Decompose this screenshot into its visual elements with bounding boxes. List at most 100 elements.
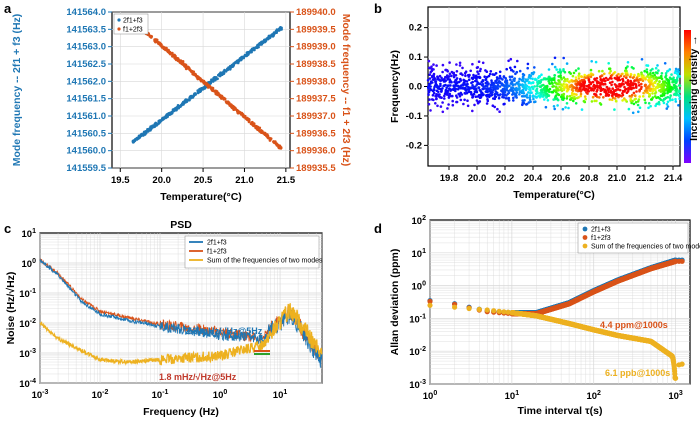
data-point: [528, 87, 532, 91]
data-point: [502, 96, 506, 99]
data-point: [552, 85, 555, 88]
data-point: [666, 91, 669, 95]
data-point: [649, 104, 652, 108]
data-point: [529, 76, 532, 80]
data-point: [161, 45, 165, 49]
data-point: [523, 99, 526, 102]
data-point: [638, 78, 641, 82]
data-point: [668, 68, 672, 71]
data-point: [533, 66, 536, 69]
data-point: [608, 71, 611, 75]
data-point: [447, 103, 450, 106]
data-point: [493, 92, 497, 96]
data-point: [252, 122, 256, 126]
data-point: [481, 61, 485, 65]
data-point: [434, 102, 437, 105]
data-point: [478, 69, 482, 73]
data-point: [275, 143, 279, 147]
data-point: [648, 92, 651, 96]
legend-marker: [117, 18, 121, 22]
data-point: [651, 96, 655, 99]
data-point: [148, 35, 152, 38]
data-point: [516, 59, 519, 63]
data-point: [595, 77, 599, 80]
data-point: [489, 88, 493, 91]
ytick-label-right: 189937.5: [296, 94, 336, 105]
data-point: [545, 84, 549, 88]
data-point: [574, 102, 578, 105]
data-point: [596, 88, 599, 92]
data-point: [439, 105, 443, 108]
xtick-label: 20.0: [152, 175, 171, 186]
data-point: [653, 95, 657, 98]
data-point: [446, 78, 450, 81]
ytick-label: -0.1: [406, 111, 423, 122]
data-point: [638, 106, 642, 109]
data-point: [478, 82, 482, 86]
data-point: [637, 98, 641, 101]
data-point: [557, 75, 560, 78]
data-point: [454, 74, 458, 77]
data-point: [539, 80, 542, 84]
data-point: [147, 128, 150, 132]
data-point: [602, 96, 605, 99]
data-point: [659, 94, 663, 97]
data-point: [643, 98, 647, 102]
data-point: [528, 98, 532, 102]
data-point: [566, 84, 569, 88]
data-point: [473, 103, 476, 107]
data-point: [439, 82, 442, 86]
data-point: [654, 66, 658, 70]
data-point: [663, 62, 667, 65]
data-point: [617, 85, 620, 88]
data-point: [544, 105, 548, 109]
data-point: [172, 54, 176, 57]
data-point: [542, 95, 545, 98]
data-point: [601, 69, 604, 73]
data-point: [678, 97, 681, 101]
data-point: [245, 53, 249, 57]
data-point: [493, 105, 497, 109]
data-point: [556, 104, 559, 107]
data-point: [651, 87, 655, 91]
data-point: [454, 89, 457, 93]
data-point: [674, 67, 678, 71]
x-axis-title-b: Temperature(°C): [513, 189, 595, 201]
data-point: [202, 80, 206, 84]
data-point: [448, 61, 451, 64]
data-point: [465, 91, 469, 95]
data-point: [428, 73, 432, 76]
data-point: [513, 77, 516, 80]
data-point: [427, 302, 433, 308]
data-point: [494, 95, 498, 98]
data-point: [630, 93, 634, 97]
data-point: [227, 102, 231, 106]
data-point: [485, 102, 489, 105]
data-point: [568, 80, 571, 84]
data-point: [432, 68, 435, 71]
ytick-label: 101: [412, 248, 427, 260]
data-point: [637, 84, 641, 87]
panel-letter-d: d: [374, 221, 382, 236]
data-point: [440, 89, 443, 92]
data-point: [466, 82, 469, 86]
legend-marker: [117, 27, 121, 31]
data-point: [552, 98, 555, 101]
xtick-label: 21.0: [608, 173, 627, 184]
data-point: [601, 79, 605, 82]
data-point: [637, 81, 640, 84]
data-point: [543, 98, 546, 101]
data-point: [445, 74, 449, 77]
data-point: [665, 103, 669, 106]
data-point: [477, 60, 481, 63]
data-point: [220, 71, 223, 75]
data-point: [479, 67, 482, 71]
data-point: [601, 83, 605, 86]
data-point: [611, 87, 614, 90]
data-point: [151, 124, 155, 128]
data-point: [175, 106, 179, 110]
data-point: [666, 100, 670, 104]
data-point: [199, 79, 203, 83]
data-point: [579, 87, 582, 90]
data-point: [526, 96, 529, 99]
